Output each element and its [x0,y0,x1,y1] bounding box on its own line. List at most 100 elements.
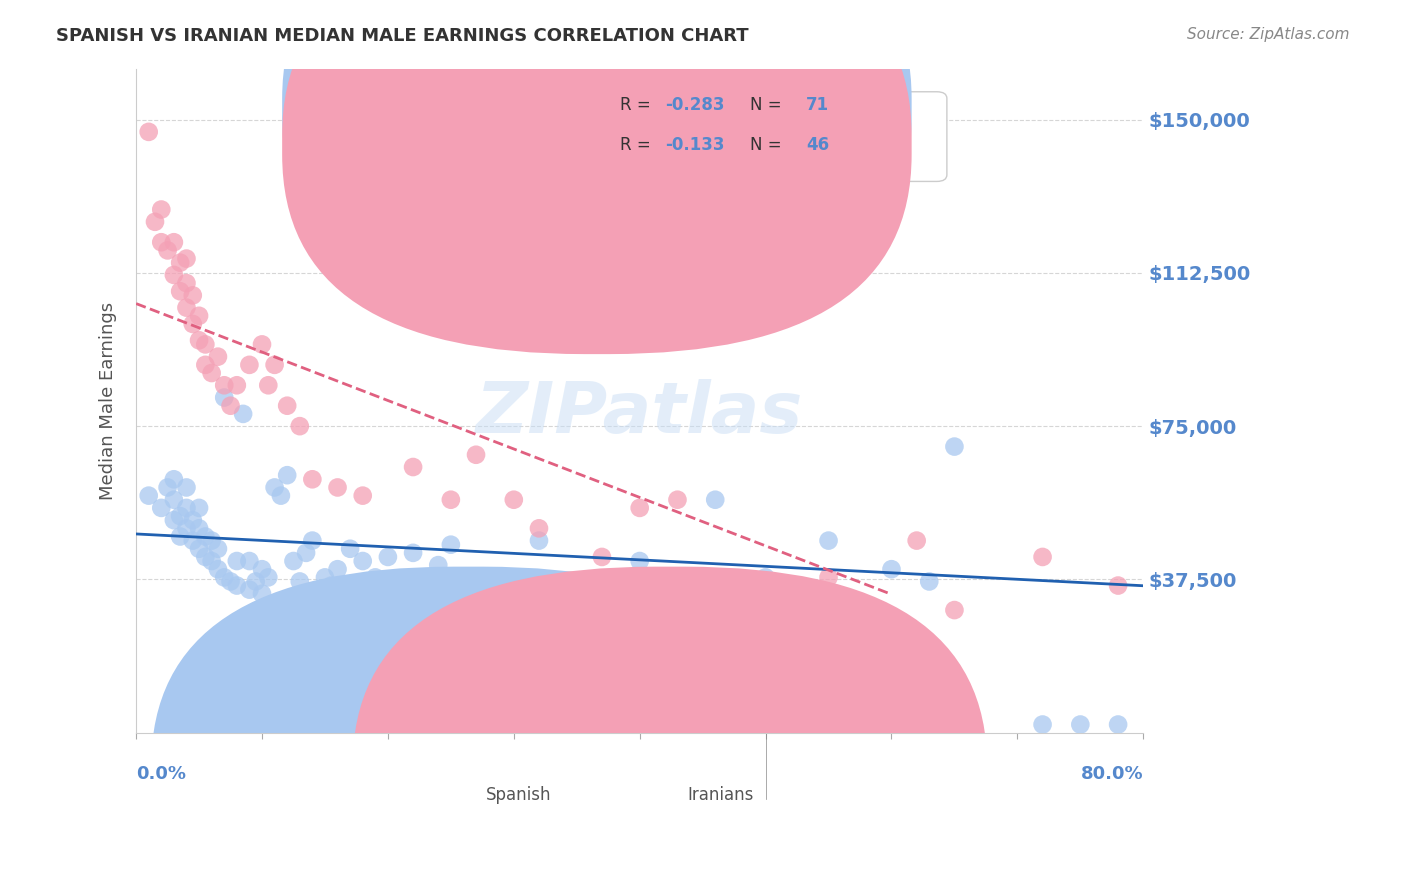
Point [143,215,166,229]
Point [176,500,198,515]
FancyBboxPatch shape [564,92,946,181]
Point [201,554,224,568]
Point [156,244,179,258]
Point [194,549,217,564]
Point [176,480,198,494]
Point [502,492,524,507]
Point [150,202,173,217]
Point [163,492,186,507]
Point [207,562,229,576]
Point [225,378,247,392]
Point [679,582,702,597]
Text: R =: R = [620,96,655,114]
Point [1107,717,1129,731]
FancyBboxPatch shape [353,566,987,892]
Point [245,574,267,589]
Point [402,546,425,560]
Point [212,570,235,584]
Point [288,419,311,434]
FancyBboxPatch shape [283,0,911,354]
Point [169,285,191,299]
Point [918,574,941,589]
Point [591,603,613,617]
Point [295,546,318,560]
Point [755,570,778,584]
Point [276,399,298,413]
Point [219,399,242,413]
Point [276,468,298,483]
Point [188,500,211,515]
Point [207,350,229,364]
Point [219,574,242,589]
Text: N =: N = [751,96,787,114]
Point [364,570,387,584]
Point [250,337,273,351]
Point [263,358,285,372]
Point [194,529,217,543]
Point [201,366,224,380]
Text: 46: 46 [806,136,830,154]
Text: Source: ZipAtlas.com: Source: ZipAtlas.com [1187,27,1350,42]
Point [212,391,235,405]
Point [156,480,179,494]
Point [257,570,280,584]
Point [176,521,198,535]
Point [163,268,186,282]
Point [250,562,273,576]
Point [163,513,186,527]
Point [478,595,501,609]
Point [207,541,229,556]
Point [301,533,323,548]
Point [527,533,550,548]
Point [283,554,305,568]
Point [402,460,425,475]
Point [1107,578,1129,592]
Point [288,574,311,589]
Point [565,582,588,597]
Point [905,533,928,548]
Point [263,480,285,494]
Point [176,276,198,290]
Point [169,529,191,543]
FancyBboxPatch shape [152,566,786,892]
Point [176,252,198,266]
Point [817,533,839,548]
Point [250,587,273,601]
Point [502,578,524,592]
Point [339,541,361,556]
Point [150,235,173,250]
Point [163,472,186,486]
Point [465,578,488,592]
Point [169,255,191,269]
Point [943,440,966,454]
Text: ZIPatlas: ZIPatlas [477,379,803,449]
Point [238,582,260,597]
Point [181,317,204,331]
Point [194,337,217,351]
Point [704,492,727,507]
Point [654,574,676,589]
Text: 71: 71 [806,96,830,114]
Point [194,358,217,372]
Point [314,570,336,584]
Point [238,554,260,568]
Point [465,448,488,462]
Point [188,309,211,323]
Point [238,358,260,372]
Point [943,603,966,617]
Text: 80.0%: 80.0% [1081,765,1143,783]
Point [181,288,204,302]
Point [1032,717,1054,731]
Point [591,549,613,564]
Point [181,513,204,527]
FancyBboxPatch shape [283,0,911,318]
Point [181,533,204,548]
Point [150,500,173,515]
Point [188,334,211,348]
Point [880,562,903,576]
Point [225,578,247,592]
Point [1069,717,1091,731]
Point [755,574,778,589]
Text: SPANISH VS IRANIAN MEDIAN MALE EARNINGS CORRELATION CHART: SPANISH VS IRANIAN MEDIAN MALE EARNINGS … [56,27,749,45]
Text: Spanish: Spanish [486,786,551,804]
